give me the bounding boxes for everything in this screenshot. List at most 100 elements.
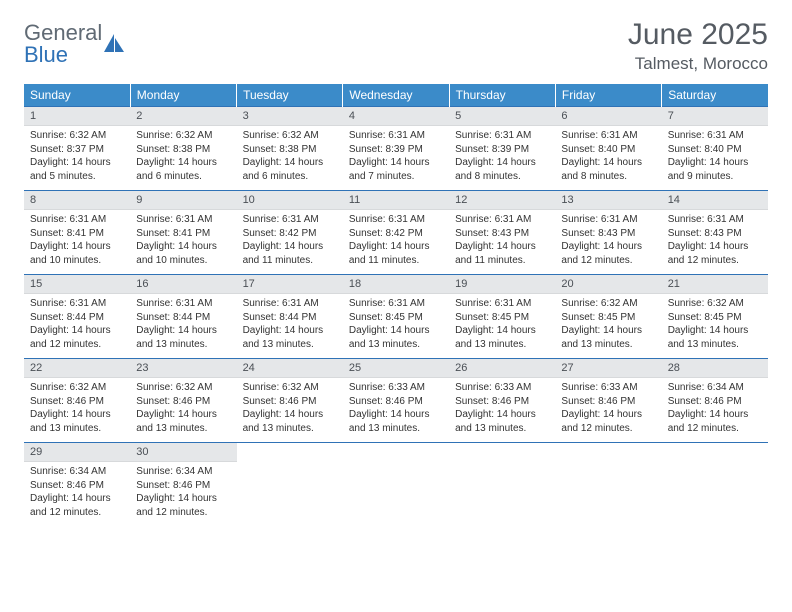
day-details: Sunrise: 6:32 AMSunset: 8:38 PMDaylight:… (237, 126, 343, 185)
day-number: 19 (449, 275, 555, 294)
day-number: 28 (662, 359, 768, 378)
day-details: Sunrise: 6:31 AMSunset: 8:44 PMDaylight:… (237, 294, 343, 353)
calendar-cell: 18Sunrise: 6:31 AMSunset: 8:45 PMDayligh… (343, 275, 449, 359)
calendar-cell: 1Sunrise: 6:32 AMSunset: 8:37 PMDaylight… (24, 107, 130, 191)
calendar-cell: 2Sunrise: 6:32 AMSunset: 8:38 PMDaylight… (130, 107, 236, 191)
calendar-cell: 7Sunrise: 6:31 AMSunset: 8:40 PMDaylight… (662, 107, 768, 191)
day-details: Sunrise: 6:31 AMSunset: 8:45 PMDaylight:… (449, 294, 555, 353)
day-details: Sunrise: 6:31 AMSunset: 8:42 PMDaylight:… (343, 210, 449, 269)
calendar-row: 29Sunrise: 6:34 AMSunset: 8:46 PMDayligh… (24, 443, 768, 527)
day-details: Sunrise: 6:32 AMSunset: 8:45 PMDaylight:… (662, 294, 768, 353)
logo-sail-icon (104, 34, 126, 59)
calendar-cell: 8Sunrise: 6:31 AMSunset: 8:41 PMDaylight… (24, 191, 130, 275)
day-number: 1 (24, 107, 130, 126)
calendar-cell: . (662, 443, 768, 527)
calendar-cell: 19Sunrise: 6:31 AMSunset: 8:45 PMDayligh… (449, 275, 555, 359)
day-details: Sunrise: 6:32 AMSunset: 8:45 PMDaylight:… (555, 294, 661, 353)
day-details: Sunrise: 6:31 AMSunset: 8:43 PMDaylight:… (449, 210, 555, 269)
day-number: 6 (555, 107, 661, 126)
calendar-cell: 10Sunrise: 6:31 AMSunset: 8:42 PMDayligh… (237, 191, 343, 275)
day-details: Sunrise: 6:31 AMSunset: 8:44 PMDaylight:… (24, 294, 130, 353)
weekday-header: Thursday (449, 84, 555, 107)
logo: General Blue (24, 18, 126, 66)
calendar-cell: . (449, 443, 555, 527)
day-number: 25 (343, 359, 449, 378)
day-number: 15 (24, 275, 130, 294)
day-number: 4 (343, 107, 449, 126)
day-number: 8 (24, 191, 130, 210)
day-number: 20 (555, 275, 661, 294)
calendar-cell: 13Sunrise: 6:31 AMSunset: 8:43 PMDayligh… (555, 191, 661, 275)
day-number: 16 (130, 275, 236, 294)
day-details: Sunrise: 6:31 AMSunset: 8:43 PMDaylight:… (555, 210, 661, 269)
day-number: 21 (662, 275, 768, 294)
weekday-header: Friday (555, 84, 661, 107)
day-number: 11 (343, 191, 449, 210)
day-details: Sunrise: 6:31 AMSunset: 8:39 PMDaylight:… (343, 126, 449, 185)
calendar-cell: 22Sunrise: 6:32 AMSunset: 8:46 PMDayligh… (24, 359, 130, 443)
day-number: 26 (449, 359, 555, 378)
day-number: 27 (555, 359, 661, 378)
day-number: 17 (237, 275, 343, 294)
weekday-header: Saturday (662, 84, 768, 107)
calendar-table: SundayMondayTuesdayWednesdayThursdayFrid… (24, 84, 768, 527)
day-number: 10 (237, 191, 343, 210)
day-details: Sunrise: 6:32 AMSunset: 8:37 PMDaylight:… (24, 126, 130, 185)
calendar-cell: 20Sunrise: 6:32 AMSunset: 8:45 PMDayligh… (555, 275, 661, 359)
calendar-cell: 21Sunrise: 6:32 AMSunset: 8:45 PMDayligh… (662, 275, 768, 359)
calendar-cell: 26Sunrise: 6:33 AMSunset: 8:46 PMDayligh… (449, 359, 555, 443)
day-details: Sunrise: 6:31 AMSunset: 8:42 PMDaylight:… (237, 210, 343, 269)
day-details: Sunrise: 6:34 AMSunset: 8:46 PMDaylight:… (130, 462, 236, 521)
calendar-cell: 30Sunrise: 6:34 AMSunset: 8:46 PMDayligh… (130, 443, 236, 527)
day-details: Sunrise: 6:31 AMSunset: 8:43 PMDaylight:… (662, 210, 768, 269)
calendar-body: 1Sunrise: 6:32 AMSunset: 8:37 PMDaylight… (24, 107, 768, 527)
calendar-cell: 24Sunrise: 6:32 AMSunset: 8:46 PMDayligh… (237, 359, 343, 443)
day-number: 12 (449, 191, 555, 210)
calendar-row: 8Sunrise: 6:31 AMSunset: 8:41 PMDaylight… (24, 191, 768, 275)
calendar-row: 15Sunrise: 6:31 AMSunset: 8:44 PMDayligh… (24, 275, 768, 359)
calendar-cell: 27Sunrise: 6:33 AMSunset: 8:46 PMDayligh… (555, 359, 661, 443)
day-details: Sunrise: 6:32 AMSunset: 8:46 PMDaylight:… (130, 378, 236, 437)
day-number: 5 (449, 107, 555, 126)
calendar-cell: 4Sunrise: 6:31 AMSunset: 8:39 PMDaylight… (343, 107, 449, 191)
calendar-cell: 28Sunrise: 6:34 AMSunset: 8:46 PMDayligh… (662, 359, 768, 443)
weekday-header: Sunday (24, 84, 130, 107)
day-number: 2 (130, 107, 236, 126)
calendar-cell: . (237, 443, 343, 527)
calendar-cell: 3Sunrise: 6:32 AMSunset: 8:38 PMDaylight… (237, 107, 343, 191)
weekday-header: Monday (130, 84, 236, 107)
calendar-cell: 25Sunrise: 6:33 AMSunset: 8:46 PMDayligh… (343, 359, 449, 443)
day-details: Sunrise: 6:34 AMSunset: 8:46 PMDaylight:… (662, 378, 768, 437)
calendar-cell: 5Sunrise: 6:31 AMSunset: 8:39 PMDaylight… (449, 107, 555, 191)
weekday-header: Tuesday (237, 84, 343, 107)
day-number: 22 (24, 359, 130, 378)
logo-word-blue: Blue (24, 44, 102, 66)
day-details: Sunrise: 6:34 AMSunset: 8:46 PMDaylight:… (24, 462, 130, 521)
day-details: Sunrise: 6:32 AMSunset: 8:38 PMDaylight:… (130, 126, 236, 185)
day-number: 9 (130, 191, 236, 210)
calendar-page: General Blue June 2025 Talmest, Morocco … (0, 0, 792, 539)
calendar-cell: 23Sunrise: 6:32 AMSunset: 8:46 PMDayligh… (130, 359, 236, 443)
day-details: Sunrise: 6:31 AMSunset: 8:40 PMDaylight:… (555, 126, 661, 185)
day-details: Sunrise: 6:32 AMSunset: 8:46 PMDaylight:… (24, 378, 130, 437)
day-details: Sunrise: 6:31 AMSunset: 8:39 PMDaylight:… (449, 126, 555, 185)
month-title: June 2025 (628, 18, 768, 52)
calendar-cell: 17Sunrise: 6:31 AMSunset: 8:44 PMDayligh… (237, 275, 343, 359)
day-details: Sunrise: 6:33 AMSunset: 8:46 PMDaylight:… (449, 378, 555, 437)
day-details: Sunrise: 6:31 AMSunset: 8:45 PMDaylight:… (343, 294, 449, 353)
day-number: 23 (130, 359, 236, 378)
day-number: 3 (237, 107, 343, 126)
calendar-cell: . (343, 443, 449, 527)
calendar-head: SundayMondayTuesdayWednesdayThursdayFrid… (24, 84, 768, 107)
calendar-cell: 15Sunrise: 6:31 AMSunset: 8:44 PMDayligh… (24, 275, 130, 359)
day-details: Sunrise: 6:33 AMSunset: 8:46 PMDaylight:… (555, 378, 661, 437)
day-details: Sunrise: 6:31 AMSunset: 8:41 PMDaylight:… (24, 210, 130, 269)
logo-text: General Blue (24, 22, 102, 66)
location: Talmest, Morocco (628, 54, 768, 74)
day-details: Sunrise: 6:33 AMSunset: 8:46 PMDaylight:… (343, 378, 449, 437)
calendar-cell: 12Sunrise: 6:31 AMSunset: 8:43 PMDayligh… (449, 191, 555, 275)
day-details: Sunrise: 6:31 AMSunset: 8:44 PMDaylight:… (130, 294, 236, 353)
day-number: 7 (662, 107, 768, 126)
weekday-header: Wednesday (343, 84, 449, 107)
weekday-row: SundayMondayTuesdayWednesdayThursdayFrid… (24, 84, 768, 107)
